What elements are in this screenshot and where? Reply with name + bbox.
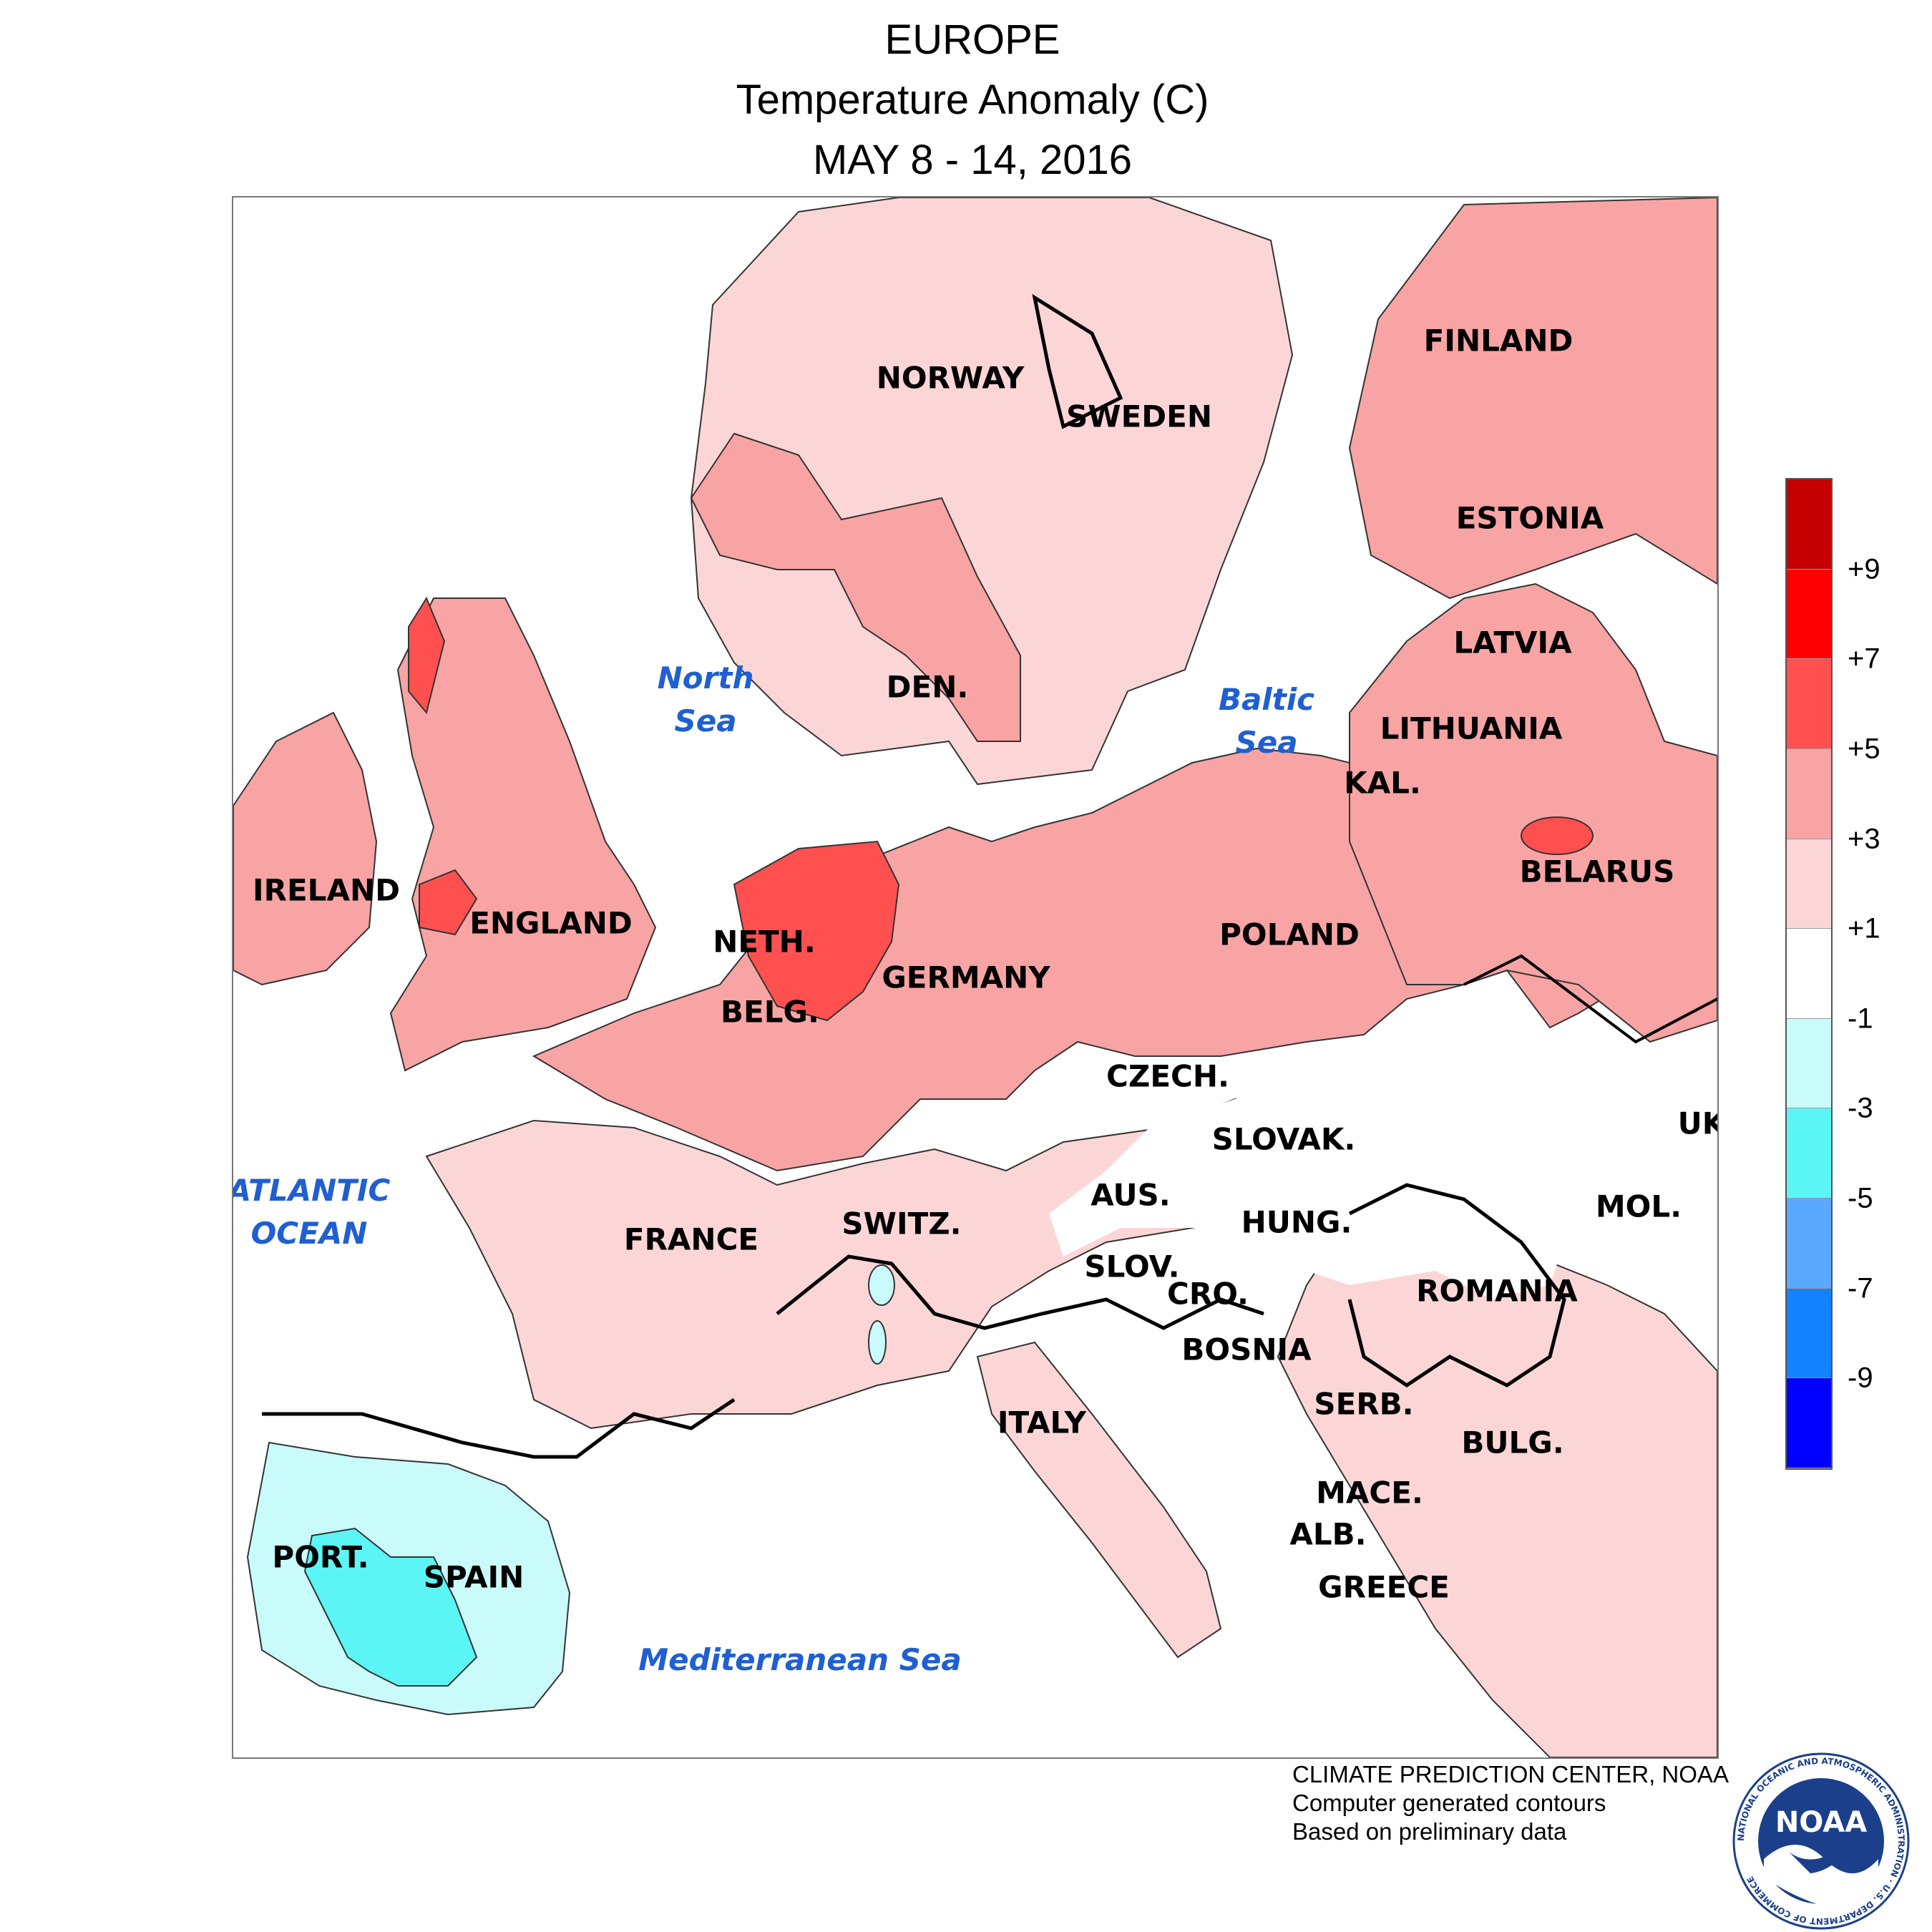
label-denmark: DEN. xyxy=(886,669,969,705)
contour-line xyxy=(262,1397,736,1459)
label-baltic-sea: Baltic Sea xyxy=(1218,682,1315,760)
anomaly-map xyxy=(233,197,1717,1757)
label-finland: FINLAND xyxy=(1423,323,1574,358)
label-slovakia: SLOVAK. xyxy=(1211,1121,1356,1157)
label-hungary: HUNG. xyxy=(1241,1204,1352,1240)
legend-swatch-minus3 xyxy=(1787,1108,1831,1199)
label-belarus: BELARUS xyxy=(1519,854,1675,889)
label-bulgaria: BULG. xyxy=(1461,1425,1564,1460)
label-netherlands: NETH. xyxy=(713,924,816,960)
label-switzerland: SWITZ. xyxy=(841,1206,962,1241)
region-iberia-minus3 xyxy=(303,1527,478,1687)
region-ireland xyxy=(233,711,378,986)
region-netherlands-plus5 xyxy=(733,840,900,1022)
label-albania: ALB. xyxy=(1289,1516,1367,1552)
label-latvia: LATVIA xyxy=(1453,625,1572,660)
label-poland: POLAND xyxy=(1219,917,1360,952)
legend-swatch-minus5 xyxy=(1787,1199,1831,1289)
map-title: EUROPE xyxy=(884,16,1060,63)
contour-line xyxy=(776,1254,1264,1330)
region-alps-minus1-b xyxy=(868,1320,887,1365)
map-panel: NORWAY SWEDEN FINLAND ESTONIA LATVIA LIT… xyxy=(232,196,1719,1759)
credit-source: CLIMATE PREDICTION CENTER, NOAA xyxy=(1292,1761,1729,1787)
legend-swatch-plus1 xyxy=(1787,839,1831,930)
region-norway-plus3 xyxy=(690,432,1021,742)
map-variable: Temperature Anomaly (C) xyxy=(736,77,1209,123)
region-wales-plus5 xyxy=(419,869,478,936)
legend-tick-label: +3 xyxy=(1848,823,1880,855)
label-belgium: BELG. xyxy=(721,994,819,1030)
region-alps-minus1 xyxy=(868,1264,895,1306)
legend-tick-label: +1 xyxy=(1848,912,1880,945)
legend-swatch-neutral xyxy=(1787,929,1831,1019)
label-czech: CZECH. xyxy=(1106,1058,1229,1094)
legend-swatch-plus9 xyxy=(1787,479,1831,570)
region-italy xyxy=(976,1341,1222,1659)
label-kaliningrad: KAL. xyxy=(1344,765,1421,801)
legend-tick-label: +5 xyxy=(1848,733,1880,765)
label-sweden: SWEDEN xyxy=(1066,399,1212,434)
region-scandinavia xyxy=(690,197,1294,786)
label-portugal: PORT. xyxy=(272,1539,369,1575)
region-balkans xyxy=(1277,1198,1717,1757)
color-scale-legend xyxy=(1785,478,1833,1470)
label-norway: NORWAY xyxy=(876,360,1025,396)
credits: CLIMATE PREDICTION CENTER, NOAA Computer… xyxy=(1292,1760,1729,1846)
credit-method: Computer generated contours xyxy=(1292,1790,1606,1816)
label-mediterranean-sea: Mediterranean Sea xyxy=(638,1642,962,1677)
region-neutral-central xyxy=(1049,1099,1579,1299)
legend-swatch-minus7 xyxy=(1787,1288,1831,1379)
legend-tick-label: +9 xyxy=(1848,553,1880,585)
label-greece: GREECE xyxy=(1318,1569,1450,1605)
region-finland xyxy=(1348,197,1717,600)
label-slovenia: SLOV. xyxy=(1084,1249,1180,1284)
label-italy: ITALY xyxy=(997,1405,1087,1440)
label-bosnia: BOSNIA xyxy=(1181,1332,1312,1367)
contour-line xyxy=(1463,954,1717,1044)
legend-tick-label: +7 xyxy=(1848,643,1880,675)
legend-tick-label: -1 xyxy=(1848,1002,1873,1035)
label-moldova: MOL. xyxy=(1595,1189,1682,1224)
legend-tick-label: -5 xyxy=(1848,1182,1873,1214)
legend-swatch-minus9 xyxy=(1787,1378,1831,1468)
label-romania: ROMANIA xyxy=(1416,1273,1578,1309)
svg-text:NOAA: NOAA xyxy=(1775,1806,1867,1839)
label-ukraine: UK xyxy=(1677,1106,1717,1141)
label-atlantic-ocean: ATLANTIC OCEAN xyxy=(232,1173,391,1251)
contour-line xyxy=(1032,293,1123,429)
label-spain: SPAIN xyxy=(423,1559,525,1595)
label-macedonia: MACE. xyxy=(1316,1475,1423,1511)
region-britain xyxy=(389,597,657,1072)
legend-swatch-plus5 xyxy=(1787,659,1831,749)
legend-tick-label: -9 xyxy=(1848,1362,1873,1394)
contour-line xyxy=(1347,1183,1566,1388)
label-croatia: CRO. xyxy=(1167,1276,1249,1312)
legend-tick-label: -7 xyxy=(1848,1272,1873,1304)
legend-swatch-plus3 xyxy=(1787,748,1831,839)
region-scotland-plus5 xyxy=(408,596,446,715)
legend-tick-label: -3 xyxy=(1848,1092,1873,1124)
region-belarus-plus5 xyxy=(1521,816,1594,855)
map-period: MAY 8 - 14, 2016 xyxy=(812,137,1133,183)
label-lithuania: LITHUANIA xyxy=(1380,711,1563,746)
label-serbia: SERB. xyxy=(1314,1386,1414,1422)
label-austria: AUS. xyxy=(1091,1177,1171,1213)
legend-swatch-plus7 xyxy=(1787,569,1831,660)
label-england: ENGLAND xyxy=(469,905,633,941)
label-estonia: ESTONIA xyxy=(1455,500,1604,536)
label-germany: GERMANY xyxy=(882,960,1050,995)
label-ireland: IRELAND xyxy=(253,872,400,908)
noaa-logo: NATIONAL OCEANIC AND ATMOSPHERIC ADMINIS… xyxy=(1732,1752,1910,1930)
label-north-sea: North Sea xyxy=(657,660,754,738)
legend-swatch-minus1 xyxy=(1787,1018,1831,1109)
label-france: FRANCE xyxy=(623,1221,759,1257)
credit-data-note: Based on preliminary data xyxy=(1292,1818,1567,1845)
region-baltics xyxy=(1349,582,1717,1043)
